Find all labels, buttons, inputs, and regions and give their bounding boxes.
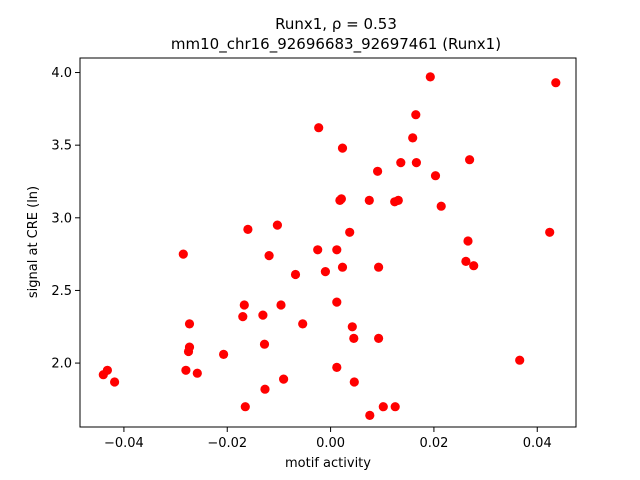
data-point-38 xyxy=(365,410,375,420)
data-point-54 xyxy=(463,236,473,246)
data-point-46 xyxy=(396,158,406,168)
data-point-11 xyxy=(239,300,249,310)
data-point-14 xyxy=(258,310,268,320)
data-point-24 xyxy=(314,123,324,133)
x-axis-label: motif activity xyxy=(285,456,371,471)
data-point-17 xyxy=(264,251,274,261)
data-point-26 xyxy=(332,245,342,255)
data-point-6 xyxy=(184,342,195,352)
data-point-47 xyxy=(408,133,418,143)
data-point-48 xyxy=(411,110,421,120)
data-point-2 xyxy=(110,377,120,387)
data-point-58 xyxy=(545,227,555,237)
data-point-34 xyxy=(347,322,357,332)
data-point-1 xyxy=(102,365,112,375)
data-point-32 xyxy=(337,143,348,153)
data-point-21 xyxy=(290,269,301,280)
data-point-52 xyxy=(436,201,446,211)
data-point-39 xyxy=(373,166,383,176)
data-point-57 xyxy=(515,355,525,365)
data-point-22 xyxy=(298,319,308,329)
chart-title-line2: mm10_chr16_92696683_92697461 (Runx1) xyxy=(171,35,501,54)
y-tick-label: 3.0 xyxy=(51,211,72,226)
data-point-25 xyxy=(320,267,330,277)
data-point-9 xyxy=(219,349,229,359)
data-point-30 xyxy=(336,194,346,204)
data-point-8 xyxy=(192,368,202,378)
data-point-56 xyxy=(469,261,479,271)
axes-frame xyxy=(79,57,577,428)
data-point-35 xyxy=(349,333,359,343)
plot-area xyxy=(98,72,561,420)
data-point-51 xyxy=(430,171,441,181)
data-point-28 xyxy=(332,362,342,372)
data-point-19 xyxy=(276,300,286,310)
data-point-23 xyxy=(313,245,323,255)
y-tick-label: 3.5 xyxy=(51,139,72,154)
data-point-7 xyxy=(184,319,195,329)
data-point-42 xyxy=(378,402,388,412)
y-tick-label: 2.5 xyxy=(51,284,72,299)
data-point-10 xyxy=(238,312,248,322)
x-tick-label: 0.04 xyxy=(523,436,552,451)
data-point-31 xyxy=(337,262,348,272)
data-point-53 xyxy=(461,256,471,266)
data-point-49 xyxy=(411,158,421,168)
data-point-33 xyxy=(345,227,355,237)
x-axis: −0.04 −0.02 0.00 0.02 0.04 xyxy=(104,427,552,451)
data-point-13 xyxy=(243,224,253,234)
x-tick-label: 0.02 xyxy=(419,436,448,451)
x-tick-label: −0.02 xyxy=(207,436,247,451)
data-point-37 xyxy=(364,195,374,205)
data-point-41 xyxy=(374,333,384,343)
data-point-59 xyxy=(551,78,561,88)
y-axis: 2.0 2.5 3.0 3.5 4.0 xyxy=(51,66,80,372)
y-tick-label: 4.0 xyxy=(51,66,72,81)
x-tick-label: 0.00 xyxy=(316,436,345,451)
data-point-18 xyxy=(272,220,282,230)
data-point-20 xyxy=(279,374,289,384)
data-point-55 xyxy=(465,155,475,165)
x-tick-label: −0.04 xyxy=(104,436,144,451)
data-point-44 xyxy=(390,402,400,412)
data-point-45 xyxy=(393,195,403,205)
data-point-3 xyxy=(178,249,188,259)
data-point-36 xyxy=(349,377,359,387)
y-tick-label: 2.0 xyxy=(51,357,72,372)
data-point-15 xyxy=(259,339,270,349)
data-point-27 xyxy=(332,297,342,307)
y-axis-label: signal at CRE (ln) xyxy=(26,186,41,298)
data-point-16 xyxy=(260,384,270,394)
data-point-50 xyxy=(425,72,435,82)
data-point-40 xyxy=(374,262,384,272)
data-point-12 xyxy=(240,402,250,412)
chart-title-line1: Runx1, ρ = 0.53 xyxy=(275,15,397,33)
data-point-4 xyxy=(181,365,191,375)
